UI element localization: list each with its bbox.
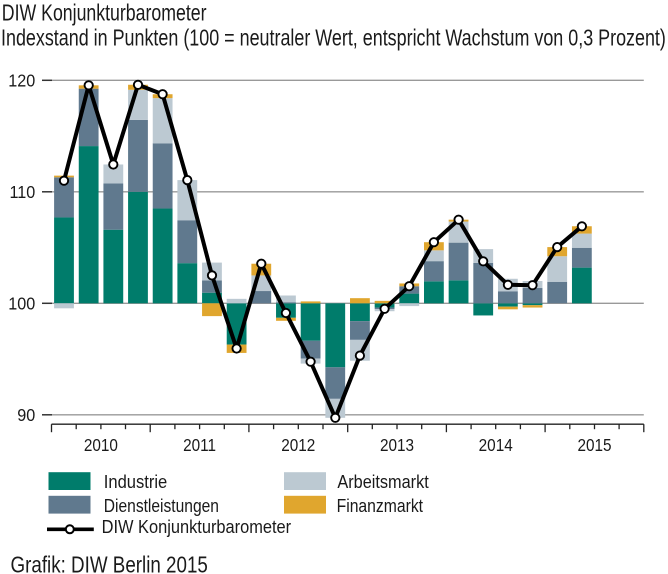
svg-text:2013: 2013	[380, 436, 414, 455]
svg-text:Indexstand in Punkten (100 = n: Indexstand in Punkten (100 = neutraler W…	[1, 25, 666, 51]
svg-text:2010: 2010	[84, 436, 118, 455]
svg-text:DIW Konjunkturbarometer: DIW Konjunkturbarometer	[2, 0, 207, 26]
svg-text:90: 90	[17, 406, 35, 426]
svg-text:DIW Konjunkturbarometer: DIW Konjunkturbarometer	[102, 516, 292, 537]
svg-text:110: 110	[10, 183, 36, 203]
svg-text:2014: 2014	[479, 436, 513, 455]
svg-text:100: 100	[8, 294, 35, 314]
svg-text:2011: 2011	[183, 436, 216, 455]
svg-text:Industrie: Industrie	[104, 471, 167, 492]
svg-text:120: 120	[8, 71, 35, 91]
svg-text:2015: 2015	[577, 436, 611, 455]
svg-text:Arbeitsmarkt: Arbeitsmarkt	[337, 471, 429, 492]
svg-text:Grafik: DIW Berlin 2015: Grafik: DIW Berlin 2015	[11, 553, 208, 574]
svg-text:Finanzmarkt: Finanzmarkt	[337, 496, 424, 516]
svg-text:2012: 2012	[281, 436, 315, 455]
svg-text:Dienstleistungen: Dienstleistungen	[104, 496, 219, 516]
